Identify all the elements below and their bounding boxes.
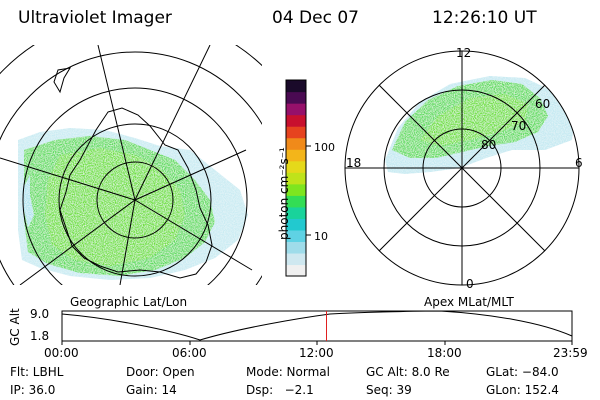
lat-label-70: 70 (511, 119, 527, 133)
colorbar-stop (286, 160, 306, 173)
colorbar-stop (286, 137, 306, 150)
colorbar-tick-100: 100 (314, 141, 335, 154)
info-gain: Gain: 14 (126, 383, 177, 397)
instrument-title: Ultraviolet Imager (18, 8, 172, 28)
x-tick-2359: 23:59 (553, 346, 588, 360)
x-tick-0000: 00:00 (44, 346, 79, 360)
info-door: Door: Open (126, 365, 195, 379)
info-ip: IP: 36.0 (10, 383, 56, 397)
info-seq: Seq: 39 (366, 383, 412, 397)
colorbar-stop (286, 149, 306, 162)
right-panel-caption: Apex MLat/MLT (424, 295, 514, 309)
mlt-label-12: 12 (456, 46, 472, 60)
alt-tick-high: 9.0 (30, 307, 50, 321)
x-tick-1800: 18:00 (427, 346, 462, 360)
colorbar-stop (286, 241, 306, 254)
x-tick-0600: 06:00 (172, 346, 207, 360)
x-tick-1200: 12:00 (299, 346, 334, 360)
lat-label-80: 80 (481, 138, 497, 152)
info-glat: GLat: −84.0 (486, 365, 559, 379)
coastline (59, 107, 213, 279)
mlt-label-6: 6 (575, 156, 583, 170)
colorbar-tick-10: 10 (314, 230, 328, 243)
mlt-label-0: 0 (466, 277, 474, 291)
info-glon: GLon: 152.4 (486, 383, 559, 397)
colorbar-stop (286, 80, 306, 93)
time-label: 12:26:10 UT (432, 8, 537, 28)
geographic-map (0, 45, 262, 285)
left-panel-caption: Geographic Lat/Lon (70, 295, 188, 309)
colorbar-unit: photon cm⁻²s⁻¹ (277, 147, 291, 240)
colorbar-gradient (286, 80, 306, 277)
altitude-curve (61, 310, 573, 341)
colorbar-stop (286, 126, 306, 139)
colorbar-stop (286, 183, 306, 196)
aurora-image-right (385, 76, 575, 174)
colorbar-stop (286, 264, 306, 277)
colorbar-stop (286, 218, 306, 231)
polar-grid (344, 50, 580, 286)
alt-axis-label: GC Alt (8, 308, 22, 346)
alt-tick-low: 1.8 (30, 329, 50, 343)
altitude-plot (61, 310, 573, 345)
mlt-label-18: 18 (346, 156, 362, 170)
colorbar (285, 79, 311, 277)
colorbar-stop (286, 206, 306, 219)
colorbar-stop (286, 103, 306, 116)
info-mode: Mode: Normal (246, 365, 330, 379)
colorbar-stop (286, 195, 306, 208)
date-label: 04 Dec 07 (272, 8, 359, 28)
magnetic-map (385, 76, 575, 174)
colorbar-stop (286, 172, 306, 185)
peninsula (53, 67, 71, 94)
aurora-image-left (18, 128, 248, 280)
info-flt: Flt: LBHL (10, 365, 64, 379)
info-gc-alt: GC Alt: 8.0 Re (366, 365, 450, 379)
colorbar-stop (286, 252, 306, 266)
info-dsp: Dsp: −2.1 (246, 383, 314, 397)
colorbar-stop (286, 114, 306, 127)
colorbar-stop (286, 229, 306, 243)
colorbar-stop (286, 91, 306, 104)
lat-label-60: 60 (535, 97, 551, 111)
